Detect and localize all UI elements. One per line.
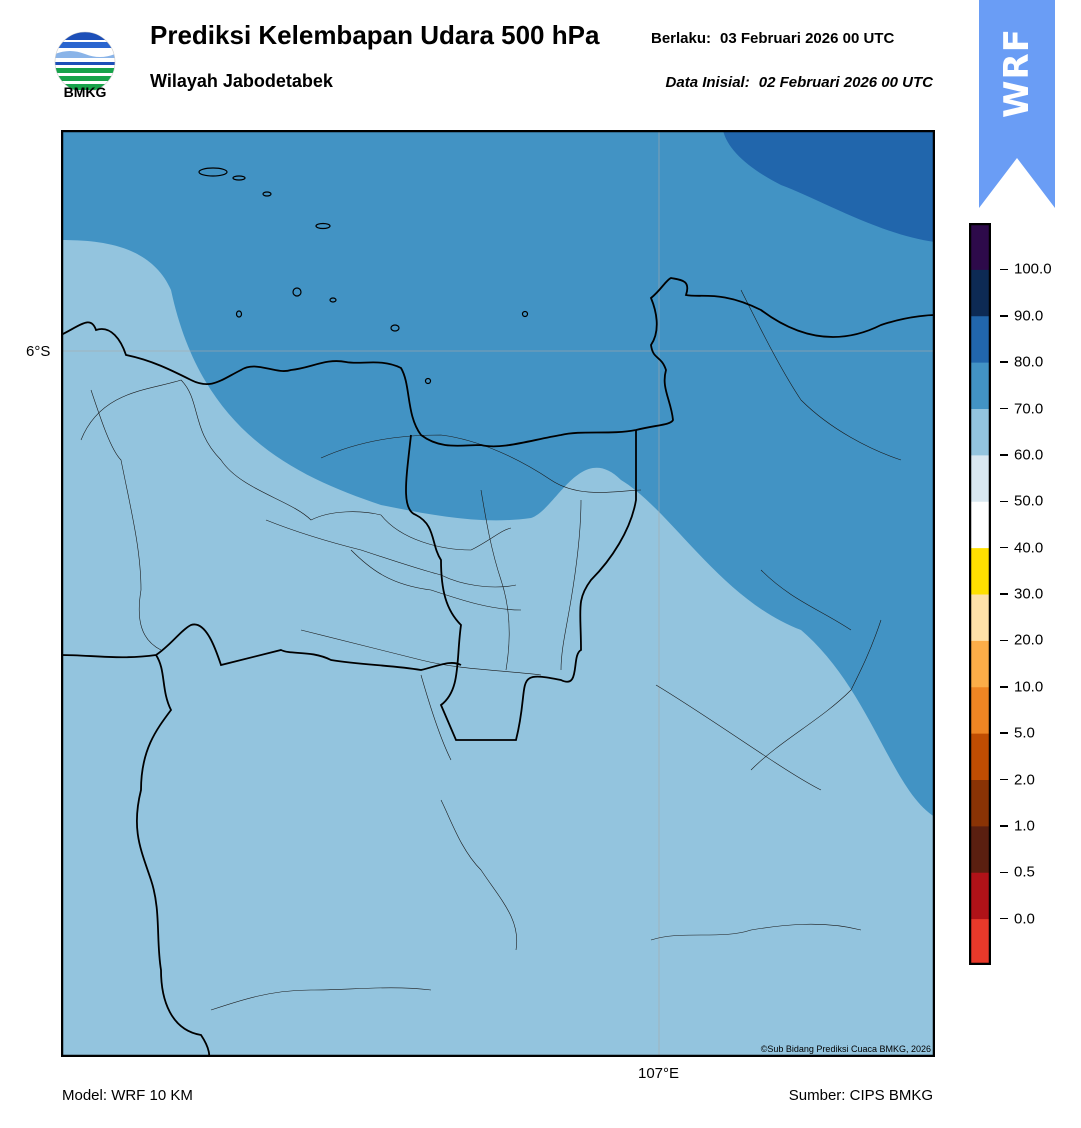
init-value: 02 Februari 2026 00 UTC xyxy=(758,74,933,91)
colorbar-segment xyxy=(969,547,991,595)
wrf-badge xyxy=(979,0,1055,208)
colorbar-labels: 0.0 0.5 1.0 2.0 5.0 10.0 20.0 30.0 40.0 50.0 60.0 7… xyxy=(1000,223,1080,965)
valid-label: Berlaku: xyxy=(651,30,712,47)
colorbar-segment xyxy=(969,315,991,363)
colorbar-tick xyxy=(1000,361,1008,363)
fill-70-80 xyxy=(61,130,935,817)
colorbar-border xyxy=(969,223,991,965)
colorbar-tick-label: 40.0 xyxy=(1014,539,1044,557)
colorbar-segment xyxy=(969,269,991,317)
colorbar-tick-label: 20.0 xyxy=(1014,631,1044,649)
colorbar-segment xyxy=(969,362,991,409)
wrf-badge-text: WRF xyxy=(997,28,1038,118)
colorbar-tick xyxy=(1000,454,1008,456)
copyright-text: ©Sub Bidang Prediksi Cuaca BMKG, 2026 xyxy=(760,1044,931,1054)
colorbar-segment xyxy=(969,733,991,780)
colorbar-tick xyxy=(1000,871,1008,873)
colorbar-tick-label: 5.0 xyxy=(1014,724,1035,742)
colorbar-segment xyxy=(969,825,991,873)
colorbar-tick-label: 90.0 xyxy=(1014,307,1044,325)
colorbar-tick-label: 0.0 xyxy=(1014,910,1035,928)
colorbar-tick-label: 100.0 xyxy=(1014,260,1052,278)
wrf-badge-text-wrap: WRF xyxy=(979,8,1055,138)
colorbar-tick-label: 70.0 xyxy=(1014,400,1044,417)
colorbar-tick-label: 0.5 xyxy=(1014,863,1035,881)
colorbar-tick xyxy=(1000,546,1008,549)
colorbar-tick-label: 80.0 xyxy=(1014,353,1044,371)
colorbar-tick-label: 1.0 xyxy=(1014,817,1035,835)
colorbar-tick-label: 10.0 xyxy=(1014,678,1044,696)
colorbar-tick xyxy=(1000,917,1008,920)
colorbar-tick-label: 50.0 xyxy=(1014,492,1044,510)
colorbar-tick xyxy=(1000,732,1008,734)
bmkg-logo xyxy=(54,31,116,93)
colorbar-tick-label: 2.0 xyxy=(1014,771,1035,788)
valid-value: 03 Februari 2026 00 UTC xyxy=(720,30,895,47)
page-subtitle: Wilayah Jabodetabek xyxy=(150,71,333,91)
humidity-map xyxy=(61,130,935,1057)
fill-80-90 xyxy=(723,130,935,242)
colorbar-segment xyxy=(969,918,991,965)
colorbar-tick xyxy=(1000,407,1008,410)
colorbar-segment xyxy=(969,872,991,920)
colorbar-tick xyxy=(1000,500,1008,502)
colorbar-tick-label: 60.0 xyxy=(1014,446,1044,464)
colorbar-tick xyxy=(1000,778,1008,781)
colorbar-segment xyxy=(969,779,991,827)
init-label: Data Inisial: xyxy=(665,74,750,91)
colorbar-segment xyxy=(969,454,991,502)
colorbar-segment xyxy=(969,408,991,456)
colorbar-tick-label: 30.0 xyxy=(1014,585,1044,603)
district-boundaries xyxy=(80,289,902,1011)
colorbar-segment xyxy=(969,223,991,270)
colorbar-tick xyxy=(1000,268,1008,271)
colorbar-tick xyxy=(1000,825,1008,827)
colorbar-segment xyxy=(969,594,991,641)
colorbar-segment xyxy=(969,686,991,734)
source-text: Sumber: CIPS BMKG xyxy=(788,1087,933,1104)
colorbar-segment xyxy=(969,640,991,688)
colorbar-tick xyxy=(1000,593,1008,595)
lat-label: 6°S xyxy=(26,343,51,360)
logo-text: BMKG xyxy=(63,84,107,100)
colorbar-tick xyxy=(1000,315,1008,317)
page-title: Prediksi Kelembapan Udara 500 hPa xyxy=(150,20,600,50)
colorbar-tick xyxy=(1000,686,1008,688)
init-time: Data Inisial: 02 Februari 2026 00 UTC xyxy=(666,74,933,91)
lon-label: 107°E xyxy=(638,1065,680,1082)
colorbar xyxy=(969,223,991,965)
model-text: Model: WRF 10 KM xyxy=(62,1087,193,1104)
islands xyxy=(198,167,529,385)
coastline xyxy=(61,277,935,1057)
valid-time: Berlaku: 03 Februari 2026 00 UTC xyxy=(651,30,894,47)
colorbar-segment xyxy=(969,501,991,549)
colorbar-tick xyxy=(1000,639,1008,642)
